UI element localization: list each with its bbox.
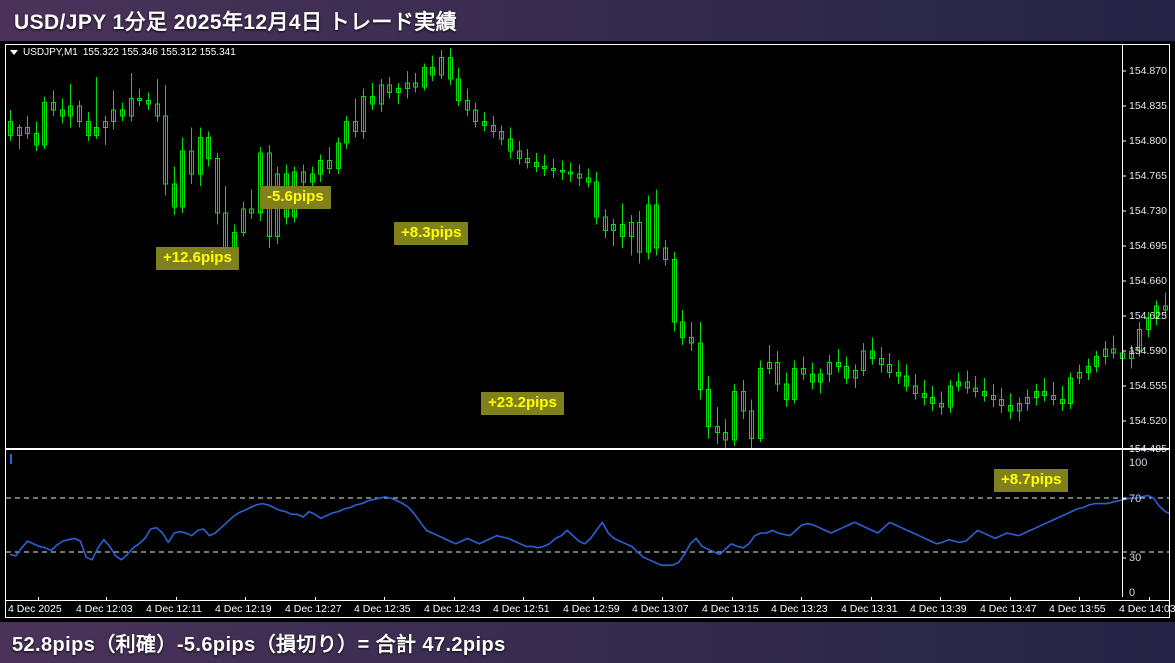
time-axis-label: 4 Dec 13:15	[702, 603, 759, 615]
time-axis[interactable]: 4 Dec 2025 4 Dec 12:03 4 Dec 12:11 4 Dec 12…	[6, 597, 1175, 618]
time-axis-tick	[871, 597, 872, 601]
time-axis-tick	[245, 597, 246, 601]
time-axis-tick	[176, 597, 177, 601]
price-axis-tick	[1122, 70, 1126, 72]
price-axis-tick	[1122, 210, 1126, 212]
rsi-series	[6, 454, 1169, 566]
time-axis-tick	[732, 597, 733, 601]
price-axis-tick	[1122, 315, 1126, 317]
time-axis-separator	[6, 600, 1169, 601]
time-axis-tick	[1149, 597, 1150, 601]
price-axis-label: 154.555	[1129, 380, 1167, 392]
price-axis-label: 154.485	[1129, 443, 1167, 455]
rsi-axis-tick	[1122, 557, 1126, 559]
time-axis-label: 4 Dec 14:03	[1119, 603, 1175, 615]
price-axis-label: 154.730	[1129, 205, 1167, 217]
time-axis-label: 4 Dec 2025	[8, 603, 62, 615]
time-axis-label: 4 Dec 12:43	[424, 603, 481, 615]
time-axis-label: 4 Dec 13:39	[910, 603, 967, 615]
price-axis-line	[1122, 45, 1123, 597]
price-axis-label: 154.660	[1129, 275, 1167, 287]
price-axis-tick	[1122, 280, 1126, 282]
price-axis-tick	[1122, 350, 1126, 352]
time-axis-label: 4 Dec 12:59	[563, 603, 620, 615]
time-axis-tick	[662, 597, 663, 601]
time-axis-tick	[384, 597, 385, 601]
time-axis-tick	[593, 597, 594, 601]
price-axis-label: 154.625	[1129, 310, 1167, 322]
time-axis-tick	[454, 597, 455, 601]
rsi-axis-tick	[1122, 498, 1126, 500]
trade-result-label[interactable]: +8.7pips	[994, 469, 1069, 492]
rsi-axis-label: 100	[1129, 457, 1148, 469]
time-axis-tick	[315, 597, 316, 601]
time-axis-label: 4 Dec 13:55	[1049, 603, 1106, 615]
price-axis-label: 154.835	[1129, 100, 1167, 112]
price-axis-label: 154.765	[1129, 170, 1167, 182]
top-banner: USD/JPY 1分足 2025年12月4日 トレード実績	[0, 0, 1175, 41]
time-axis-label: 4 Dec 13:31	[841, 603, 898, 615]
price-axis-label: 154.520	[1129, 415, 1167, 427]
time-axis-tick	[801, 597, 802, 601]
candlestick-series	[8, 47, 1168, 448]
price-axis-tick	[1122, 385, 1126, 387]
time-axis-tick	[106, 597, 107, 601]
time-axis-label: 4 Dec 12:35	[354, 603, 411, 615]
time-axis-tick	[1010, 597, 1011, 601]
time-axis-label: 4 Dec 12:19	[215, 603, 272, 615]
time-axis-label: 4 Dec 13:23	[771, 603, 828, 615]
rsi-axis-label: 0	[1129, 587, 1136, 599]
price-axis-tick	[1122, 140, 1126, 142]
time-axis-label: 4 Dec 13:07	[632, 603, 689, 615]
price-axis-label: 154.870	[1129, 65, 1167, 77]
trade-result-label[interactable]: -5.6pips	[260, 186, 331, 209]
price-axis[interactable]: 154.870 154.835 154.800 154.765 154.730 154.6…	[1122, 45, 1169, 599]
ohlc-values: 155.322 155.346 155.312 155.341	[82, 47, 236, 58]
rsi-axis-label: 70	[1129, 493, 1142, 505]
price-axis-label: 154.695	[1129, 240, 1167, 252]
summary-text: 52.8pips（利確）-5.6pips（損切り）= 合計 47.2pips	[12, 634, 506, 656]
trade-result-label[interactable]: +23.2pips	[481, 392, 564, 415]
price-axis-tick	[1122, 105, 1126, 107]
price-axis-tick	[1122, 245, 1126, 247]
price-axis-label: 154.590	[1129, 345, 1167, 357]
price-pane[interactable]	[6, 45, 1169, 448]
time-axis-tick	[523, 597, 524, 601]
price-axis-tick	[1122, 420, 1126, 422]
trade-result-label[interactable]: +12.6pips	[156, 247, 239, 270]
chart-window: USDJPY,M1 155.322 155.346 155.312 155.34…	[5, 44, 1175, 618]
time-axis-tick	[1079, 597, 1080, 601]
time-axis-label: 4 Dec 12:03	[76, 603, 133, 615]
time-axis-tick	[940, 597, 941, 601]
time-axis-label: 4 Dec 12:51	[493, 603, 550, 615]
trade-result-label[interactable]: +8.3pips	[394, 222, 469, 245]
page-title: USD/JPY 1分足 2025年12月4日 トレード実績	[14, 10, 458, 34]
time-axis-label: 4 Dec 12:11	[146, 603, 202, 615]
price-axis-tick	[1122, 175, 1126, 177]
pane-divider	[6, 448, 1169, 450]
price-axis-label: 154.800	[1129, 135, 1167, 147]
time-axis-tick	[38, 597, 39, 601]
chart-quote-header: USDJPY,M1 155.322 155.346 155.312 155.34…	[10, 47, 236, 58]
time-axis-label: 4 Dec 12:27	[285, 603, 342, 615]
time-axis-label: 4 Dec 13:47	[980, 603, 1037, 615]
rsi-pane[interactable]	[6, 450, 1169, 600]
price-axis-tick	[1122, 448, 1126, 450]
rsi-axis-label: 30	[1129, 552, 1142, 564]
symbol-period-label: USDJPY,M1	[23, 47, 78, 58]
bottom-banner: 52.8pips（利確）-5.6pips（損切り）= 合計 47.2pips	[0, 622, 1175, 663]
chevron-down-icon[interactable]	[10, 50, 18, 55]
